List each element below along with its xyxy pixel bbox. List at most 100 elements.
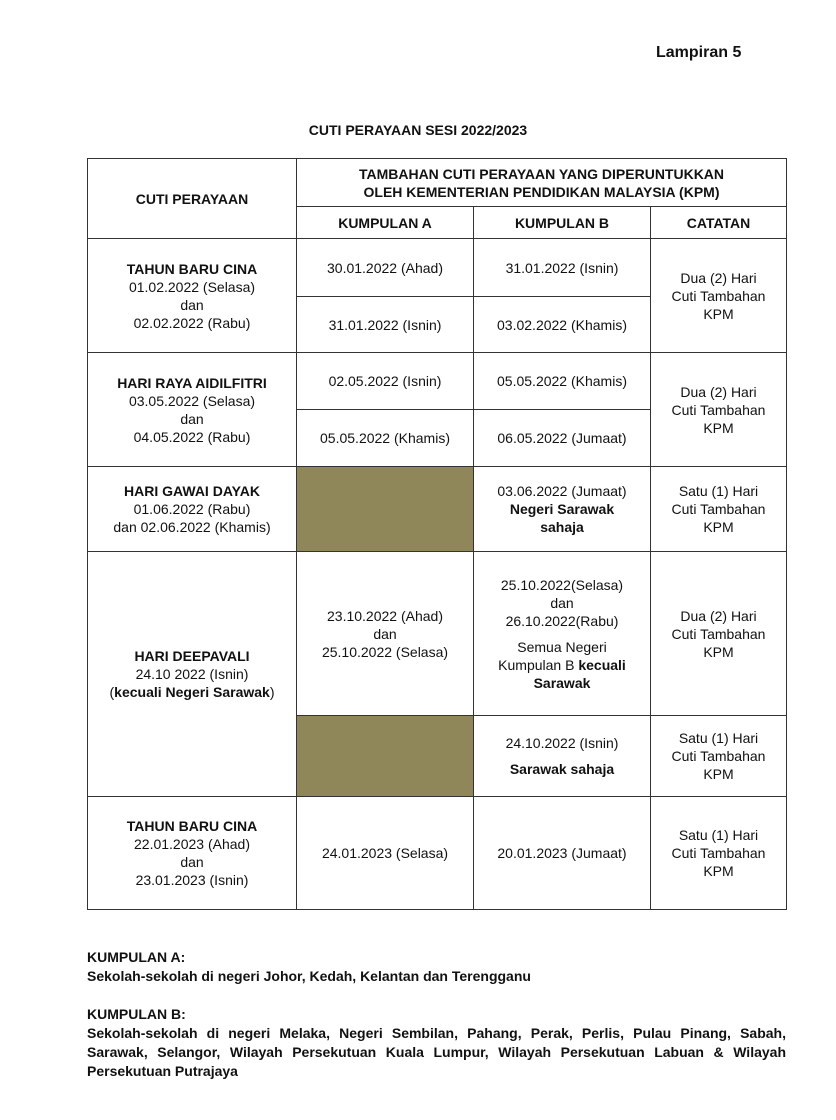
festival-date: 23.01.2023 (Isnin): [135, 872, 249, 888]
table-row: HARI DEEPAVALI 24.10 2022 (Isnin) (kecua…: [87, 551, 787, 797]
note-line: KPM: [703, 305, 734, 322]
legend-title: KUMPULAN A:: [87, 949, 186, 965]
catatan-cell: Satu (1) Hari Cuti Tambahan KPM: [650, 796, 787, 910]
shaded-empty-cell: [296, 466, 474, 552]
festival-name: TAHUN BARU CINA: [126, 818, 258, 834]
date-line: 03.06.2022 (Jumaat): [497, 483, 627, 499]
note-line: KPM: [703, 643, 734, 660]
kumpulan-a-cell: 02.05.2022 (Isnin): [296, 352, 474, 410]
festival-date: 02.02.2022 (Rabu): [133, 314, 251, 331]
conjunction: dan: [550, 594, 574, 611]
holiday-table: CUTI PERAYAAN TAMBAHAN CUTI PERAYAAN YAN…: [87, 158, 787, 910]
conjunction: dan: [180, 854, 204, 870]
conjunction: dan: [180, 296, 204, 313]
table-row: HARI GAWAI DAYAK 01.06.2022 (Rabu) dan 0…: [87, 466, 787, 552]
legend-text: Sekolah-sekolah di negeri Johor, Kedah, …: [87, 968, 531, 984]
date-line: 24.10.2022 (Isnin): [505, 735, 619, 751]
kumpulan-b-cell: 03.06.2022 (Jumaat) Negeri Sarawak sahaj…: [473, 466, 651, 552]
state-note: Negeri Sarawak: [509, 501, 615, 517]
note-line: Cuti Tambahan: [671, 401, 766, 418]
legend-title: KUMPULAN B:: [87, 1006, 186, 1022]
conjunction: dan: [373, 625, 397, 642]
note-line: Satu (1) Hari: [678, 730, 759, 746]
festival-exception: (kecuali Negeri Sarawak): [90, 683, 294, 701]
table-row: 24.10.2022 (Isnin) Sarawak sahaja Satu (…: [88, 715, 787, 797]
festival-date: 24.10 2022 (Isnin): [135, 666, 249, 682]
header-kumpulan-a: KUMPULAN A: [296, 206, 474, 239]
appendix-label: Lampiran 5: [656, 44, 742, 61]
catatan-cell: Dua (2) Hari Cuti Tambahan KPM: [650, 352, 787, 467]
document-title: CUTI PERAYAAN SESI 2022/2023: [308, 122, 528, 138]
state-note: Kumpulan B kecuali: [476, 656, 648, 674]
date-line: 26.10.2022(Rabu): [505, 612, 619, 629]
festival-date: dan 02.06.2022 (Khamis): [113, 519, 271, 535]
header-catatan: CATATAN: [650, 206, 787, 239]
note-line: KPM: [703, 419, 734, 436]
state-note-bold: kecuali: [578, 656, 626, 673]
festival-date: 01.02.2022 (Selasa): [128, 278, 256, 295]
state-note: sahaja: [540, 519, 584, 535]
festival-name: HARI GAWAI DAYAK: [124, 483, 260, 499]
catatan-cell: Satu (1) Hari Cuti Tambahan KPM: [650, 466, 787, 552]
paren: (: [109, 684, 115, 700]
festival-cell: TAHUN BARU CINA 22.01.2023 (Ahad) dan 23…: [87, 796, 297, 910]
note-line: Cuti Tambahan: [671, 287, 766, 304]
catatan-cell: Satu (1) Hari Cuti Tambahan KPM: [650, 715, 787, 797]
festival-date: 01.06.2022 (Rabu): [133, 501, 251, 517]
header-kumpulan-b: KUMPULAN B: [473, 206, 651, 239]
kumpulan-b-cell: 25.10.2022(Selasa) dan 26.10.2022(Rabu) …: [473, 551, 651, 716]
festival-cell: TAHUN BARU CINA 01.02.2022 (Selasa) dan …: [87, 238, 297, 353]
paren: ): [269, 684, 275, 700]
note-line: Dua (2) Hari: [680, 607, 757, 624]
note-line: Satu (1) Hari: [678, 483, 759, 499]
note-line: Dua (2) Hari: [680, 383, 757, 400]
festival-cell: HARI DEEPAVALI 24.10 2022 (Isnin) (kecua…: [87, 551, 297, 797]
festival-cell: HARI GAWAI DAYAK 01.06.2022 (Rabu) dan 0…: [87, 466, 297, 552]
header-line: TAMBAHAN CUTI PERAYAAN YANG DIPERUNTUKKA…: [358, 165, 725, 182]
legend-text: Sekolah-sekolah di negeri Melaka, Negeri…: [87, 1025, 786, 1079]
header-line: OLEH KEMENTERIAN PENDIDIKAN MALAYSIA (KP…: [363, 183, 720, 200]
kumpulan-a-cell: 30.01.2022 (Ahad): [296, 238, 474, 297]
date-line: 25.10.2022(Selasa): [500, 576, 624, 593]
note-line: Cuti Tambahan: [671, 625, 766, 642]
kumpulan-a-cell: 24.01.2023 (Selasa): [296, 796, 474, 910]
note-line: Cuti Tambahan: [671, 845, 766, 861]
header-cuti-perayaan: CUTI PERAYAAN: [87, 158, 297, 239]
kumpulan-b-cell: 31.01.2022 (Isnin): [473, 238, 651, 297]
kumpulan-a-cell: 23.10.2022 (Ahad) dan 25.10.2022 (Selasa…: [296, 551, 474, 716]
kumpulan-b-cell: 03.02.2022 (Khamis): [473, 296, 651, 353]
date-line: 23.10.2022 (Ahad): [327, 607, 443, 624]
state-note: Sarawak sahaja: [509, 761, 615, 777]
table-row: TAHUN BARU CINA 01.02.2022 (Selasa) dan …: [87, 238, 787, 353]
note-line: KPM: [703, 766, 734, 782]
date-line: 25.10.2022 (Selasa): [321, 643, 449, 660]
note-line: Dua (2) Hari: [680, 269, 757, 286]
table-row: TAHUN BARU CINA 22.01.2023 (Ahad) dan 23…: [87, 796, 787, 910]
kumpulan-b-cell: 05.05.2022 (Khamis): [473, 352, 651, 410]
kumpulan-b-cell: 24.10.2022 (Isnin) Sarawak sahaja: [473, 715, 651, 797]
note-line: Satu (1) Hari: [678, 827, 759, 843]
festival-name: HARI RAYA AIDILFITRI: [117, 374, 267, 391]
state-note-plain: Kumpulan B: [498, 656, 579, 673]
catatan-cell: Dua (2) Hari Cuti Tambahan KPM: [650, 551, 787, 716]
shaded-empty-cell: [296, 715, 474, 797]
header-tambahan: TAMBAHAN CUTI PERAYAAN YANG DIPERUNTUKKA…: [296, 158, 787, 207]
table-row: 05.05.2022 (Khamis) 06.05.2022 (Jumaat): [88, 409, 787, 467]
note-line: KPM: [703, 519, 734, 535]
state-note: Semua Negeri: [517, 638, 607, 655]
table-row: 31.01.2022 (Isnin) 03.02.2022 (Khamis): [88, 296, 787, 353]
festival-date: 03.05.2022 (Selasa): [128, 392, 256, 409]
festival-date: 22.01.2023 (Ahad): [134, 836, 250, 852]
festival-name: TAHUN BARU CINA: [126, 260, 258, 277]
kumpulan-b-legend: KUMPULAN B: Sekolah-sekolah di negeri Me…: [87, 1005, 786, 1081]
note-line: KPM: [703, 863, 734, 879]
kumpulan-a-legend: KUMPULAN A: Sekolah-sekolah di negeri Jo…: [87, 948, 786, 986]
catatan-cell: Dua (2) Hari Cuti Tambahan KPM: [650, 238, 787, 353]
kumpulan-b-cell: 06.05.2022 (Jumaat): [473, 409, 651, 467]
conjunction: dan: [180, 410, 204, 427]
festival-name: HARI DEEPAVALI: [134, 648, 250, 664]
note-line: Cuti Tambahan: [671, 748, 766, 764]
festival-date: 04.05.2022 (Rabu): [133, 428, 251, 445]
state-note: Sarawak: [533, 674, 591, 691]
